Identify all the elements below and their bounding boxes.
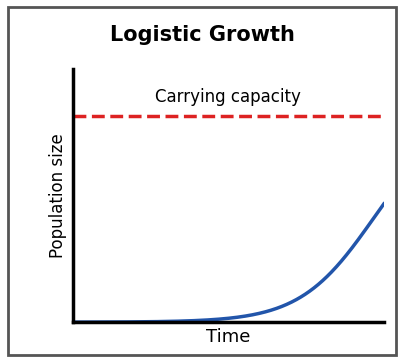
X-axis label: Time: Time xyxy=(206,328,250,346)
Y-axis label: Population size: Population size xyxy=(49,133,67,258)
Text: Logistic Growth: Logistic Growth xyxy=(109,25,295,45)
Text: Carrying capacity: Carrying capacity xyxy=(155,88,301,106)
